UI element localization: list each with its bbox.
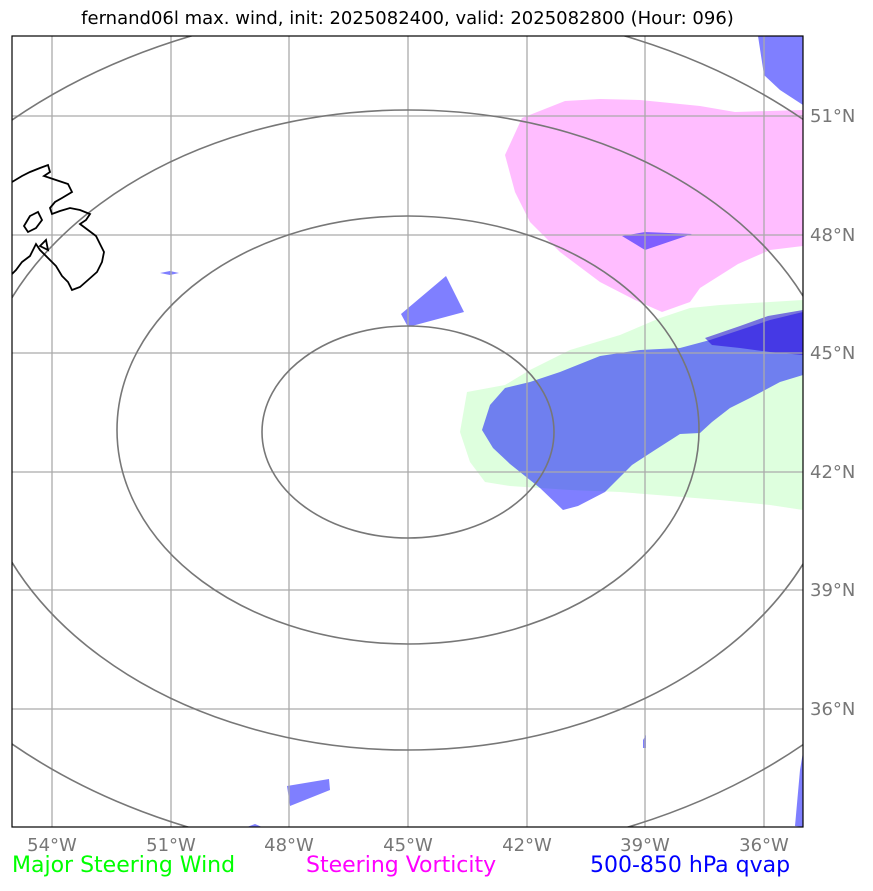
range-ring-2 bbox=[116, 215, 700, 645]
lat-label: 42°N bbox=[810, 462, 855, 483]
lon-label: 48°W bbox=[264, 835, 314, 856]
qvap-layer bbox=[160, 36, 803, 827]
lat-label: 45°N bbox=[810, 343, 855, 364]
gridlines bbox=[12, 36, 803, 827]
lat-label: 36°N bbox=[810, 699, 855, 720]
qvap-region-main bbox=[482, 312, 803, 510]
lat-label: 51°N bbox=[810, 106, 855, 127]
coastline-islet bbox=[38, 238, 50, 252]
qvap-region-small-4 bbox=[287, 779, 330, 806]
map-title: fernand06l max. wind, init: 2025082400, … bbox=[81, 8, 734, 29]
lat-label: 48°N bbox=[810, 225, 855, 246]
qvap-region-small-5 bbox=[795, 752, 803, 827]
qvap-region-small-1 bbox=[401, 276, 464, 327]
range-ring-3 bbox=[12, 109, 803, 751]
lon-labels: 54°W 51°W 48°W 45°W 42°W 39°W 36°W bbox=[27, 835, 789, 856]
legend-qvap: 500-850 hPa qvap bbox=[590, 853, 791, 878]
qvap-region-small-2 bbox=[622, 232, 692, 250]
lon-label: 51°W bbox=[146, 835, 196, 856]
lon-label: 45°W bbox=[383, 835, 433, 856]
range-ring-1 bbox=[261, 325, 555, 539]
coastline-peninsula bbox=[22, 210, 44, 234]
coastline bbox=[12, 163, 105, 292]
coastline-newfoundland bbox=[12, 163, 105, 292]
steering-vorticity-region bbox=[505, 99, 803, 312]
legend-steering-wind: Major Steering Wind bbox=[12, 853, 236, 878]
steering-vorticity-layer bbox=[505, 99, 803, 312]
qvap-region-small-6 bbox=[160, 271, 179, 275]
qvap-region-small-3 bbox=[758, 36, 803, 105]
legend-steering-vorticity: Steering Vorticity bbox=[306, 853, 497, 878]
lon-label: 54°W bbox=[27, 835, 77, 856]
plot-frame bbox=[11, 35, 804, 828]
lat-labels: 51°N 48°N 45°N 42°N 39°N 36°N bbox=[810, 106, 855, 720]
lat-label: 39°N bbox=[810, 580, 855, 601]
range-rings bbox=[12, 36, 803, 827]
lon-label: 36°W bbox=[739, 835, 789, 856]
qvap-region-dark bbox=[705, 310, 803, 355]
lon-label: 39°W bbox=[620, 835, 670, 856]
lon-label: 42°W bbox=[502, 835, 552, 856]
qvap-region-small-8 bbox=[247, 824, 262, 827]
